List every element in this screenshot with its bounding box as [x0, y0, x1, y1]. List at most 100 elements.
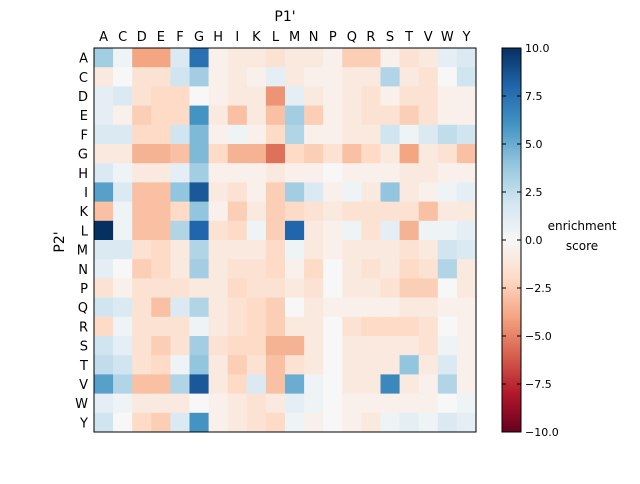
heatmap-cell-N-G — [189, 259, 209, 279]
heatmap-cell-I-H — [208, 182, 229, 202]
heatmap-cell-V-H — [208, 374, 229, 394]
heatmap-cell-V-T — [399, 374, 420, 394]
heatmap-cell-H-W — [437, 163, 458, 183]
heatmap-cell-D-W — [437, 86, 458, 106]
heatmap-cell-V-F — [170, 374, 190, 394]
y-tick-label: F — [81, 128, 88, 143]
heatmap-cell-D-P — [323, 86, 343, 106]
heatmap-cell-W-Q — [342, 393, 362, 414]
heatmap-cell-C-P — [323, 67, 343, 87]
heatmap-cell-Y-C — [113, 412, 133, 433]
heatmap-cell-A-K — [246, 48, 267, 68]
heatmap-cell-V-Q — [342, 374, 362, 394]
y-tick-label: D — [78, 90, 88, 105]
heatmap-cell-M-I — [227, 240, 248, 260]
heatmap-cell-A-R — [361, 48, 381, 68]
heatmap-cell-N-E — [151, 259, 171, 279]
heatmap-cell-I-V — [418, 182, 439, 202]
heatmap-cell-K-K — [246, 201, 267, 222]
heatmap-cell-I-C — [113, 182, 133, 202]
heatmap-cell-W-C — [113, 393, 133, 414]
heatmap-cell-W-R — [361, 393, 381, 414]
heatmap-cell-L-A — [94, 220, 114, 241]
y-tick-label: K — [79, 205, 88, 220]
heatmap-cell-S-E — [151, 336, 171, 356]
heatmap-cell-P-T — [399, 278, 420, 298]
heatmap-cell-E-H — [208, 105, 229, 126]
heatmap-cell-L-D — [132, 220, 152, 241]
heatmap-cell-V-D — [132, 374, 152, 394]
heatmap-cell-C-W — [437, 67, 458, 87]
heatmap-cell-P-F — [170, 278, 190, 298]
heatmap-cell-E-W — [437, 105, 458, 126]
heatmap-cell-K-F — [170, 201, 190, 222]
heatmap-cell-K-E — [151, 201, 171, 222]
heatmap-cell-M-A — [94, 240, 114, 260]
heatmap-cell-G-E — [151, 144, 171, 164]
heatmap-cell-R-D — [132, 316, 152, 337]
heatmap-cell-E-I — [227, 105, 248, 126]
colorbar-label-line1: enrichment — [548, 219, 617, 233]
x-tick-label: E — [157, 30, 165, 45]
heatmap-cell-V-V — [418, 374, 439, 394]
y-axis-label: P2' — [52, 231, 68, 252]
heatmap-cell-P-V — [418, 278, 439, 298]
heatmap-cell-R-L — [265, 316, 286, 337]
y-tick-label: I — [84, 186, 88, 201]
heatmap-cell-V-P — [323, 374, 343, 394]
x-tick-label: H — [213, 30, 223, 45]
heatmap-cell-T-A — [94, 355, 114, 375]
heatmap-cell-N-C — [113, 259, 133, 279]
heatmap-cell-H-T — [399, 163, 420, 183]
heatmap-cell-S-L — [265, 336, 286, 356]
heatmap-cell-K-G — [189, 201, 209, 222]
heatmap-cell-S-H — [208, 336, 229, 356]
heatmap-cell-G-Y — [456, 144, 477, 164]
heatmap-cell-D-C — [113, 86, 133, 106]
heatmap-cell-C-F — [170, 67, 190, 87]
heatmap-cell-H-Y — [456, 163, 477, 183]
heatmap-cell-F-Y — [456, 124, 477, 145]
heatmap-cell-V-A — [94, 374, 114, 394]
y-tick-label: M — [77, 244, 88, 259]
heatmap-cell-C-M — [285, 67, 305, 87]
heatmap-cell-P-I — [227, 278, 248, 298]
heatmap-cell-M-T — [399, 240, 420, 260]
heatmap-cell-W-W — [437, 393, 458, 414]
heatmap-cell-F-Q — [342, 124, 362, 145]
heatmap-cell-D-F — [170, 86, 190, 106]
heatmap-cell-R-N — [304, 316, 324, 337]
heatmap-cell-G-D — [132, 144, 152, 164]
heatmap-cell-Y-P — [323, 412, 343, 433]
heatmap-cell-G-P — [323, 144, 343, 164]
heatmap-cell-P-D — [132, 278, 152, 298]
heatmap-cell-D-G — [189, 86, 209, 106]
heatmap-cell-G-S — [380, 144, 400, 164]
heatmap-cell-V-M — [285, 374, 305, 394]
x-tick-label: I — [235, 30, 239, 45]
x-tick-label: D — [137, 30, 147, 45]
y-tick-label: N — [78, 263, 88, 278]
heatmap-cell-Q-P — [323, 297, 343, 318]
heatmap-cell-S-C — [113, 336, 133, 356]
heatmap-cell-Y-A — [94, 412, 114, 433]
heatmap-cell-Y-D — [132, 412, 152, 433]
heatmap-cell-A-G — [189, 48, 209, 68]
heatmap-cell-G-C — [113, 144, 133, 164]
heatmap-cell-Y-T — [399, 412, 420, 433]
heatmap-cell-Q-N — [304, 297, 324, 318]
heatmap-cell-R-H — [208, 316, 229, 337]
heatmap-cell-T-G — [189, 355, 209, 375]
heatmap-cell-H-M — [285, 163, 305, 183]
heatmap-cell-F-N — [304, 124, 324, 145]
heatmap-cell-M-H — [208, 240, 229, 260]
heatmap-cell-P-W — [437, 278, 458, 298]
heatmap-cell-W-K — [246, 393, 267, 414]
heatmap-cell-H-L — [265, 163, 286, 183]
heatmap-cell-W-E — [151, 393, 171, 414]
heatmap-cell-R-Q — [342, 316, 362, 337]
heatmap-cell-F-E — [151, 124, 171, 145]
heatmap-cell-A-F — [170, 48, 190, 68]
heatmap-cell-Q-H — [208, 297, 229, 318]
heatmap-cell-F-M — [285, 124, 305, 145]
